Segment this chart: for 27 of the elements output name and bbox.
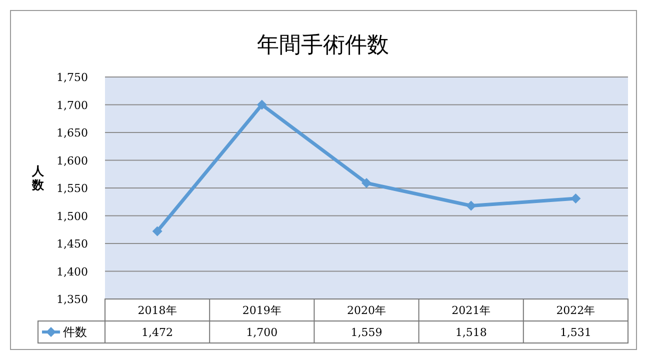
x-tick-label: 2021年 xyxy=(452,304,491,317)
x-tick-label: 2022年 xyxy=(556,304,596,317)
legend-label: 件数 xyxy=(63,325,87,339)
y-tick-label: 1,650 xyxy=(56,126,88,140)
data-label: 1,700 xyxy=(246,326,278,339)
y-tick-label: 1,350 xyxy=(56,293,88,306)
y-tick-label: 1,500 xyxy=(56,210,88,223)
data-label: 1,472 xyxy=(142,326,174,339)
y-tick-label: 1,700 xyxy=(56,98,88,112)
y-tick-label: 1,400 xyxy=(56,265,88,278)
y-tick-label: 1,600 xyxy=(56,154,88,168)
x-tick-label: 2020年 xyxy=(347,304,386,317)
point xyxy=(256,100,267,110)
point xyxy=(362,178,372,188)
x-tick-label: 2019年 xyxy=(242,304,282,317)
data-label: 1,518 xyxy=(455,326,487,339)
y-tick-label: 1,450 xyxy=(56,238,88,250)
data-label: 1,531 xyxy=(560,326,592,339)
data-label: 1,559 xyxy=(350,326,382,339)
point xyxy=(152,226,162,236)
x-tick-label: 2018年 xyxy=(138,304,177,317)
y-tick-label: 1,550 xyxy=(56,182,88,195)
chart-title: 年間手術件数 xyxy=(257,33,389,58)
point xyxy=(466,200,476,211)
y-tick-label: 1,750 xyxy=(56,71,88,84)
y-axis-title: 人数 xyxy=(31,164,45,192)
point xyxy=(570,194,581,204)
